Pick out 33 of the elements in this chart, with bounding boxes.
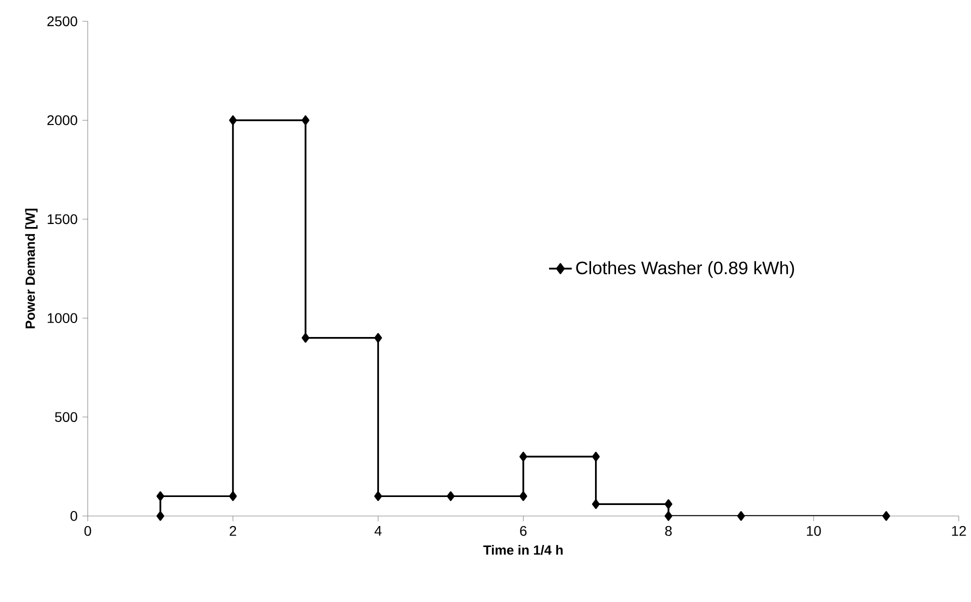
point: [664, 499, 672, 509]
y-tick-label: 2500: [47, 16, 78, 26]
point: [592, 452, 600, 462]
x-tick-label: 6: [520, 526, 527, 536]
point: [302, 115, 310, 125]
y-axis-title: Power Demand [W]: [25, 208, 38, 328]
x-axis-title: Time in 1/4 h: [483, 544, 563, 555]
point: [664, 510, 672, 521]
point: [374, 332, 382, 343]
y-tick-label: 0: [70, 510, 78, 521]
point: [882, 510, 890, 521]
y-tick-label: 1000: [48, 312, 78, 323]
point: [229, 491, 237, 501]
point: [446, 491, 455, 501]
y-tick-label: 500: [55, 412, 78, 422]
point: [156, 510, 164, 521]
point: [156, 491, 164, 501]
y-tick-label: 2000: [47, 115, 78, 125]
x-tick-label: 0: [84, 526, 92, 536]
x-tick-label: 2: [230, 526, 236, 536]
x-tick-label: 12: [952, 526, 966, 536]
point: [592, 499, 600, 509]
x-tick-label: 10: [806, 526, 821, 536]
legend-label: Clothes Washer (0.89 kWh): [576, 260, 794, 278]
point: [737, 510, 745, 521]
point: [229, 115, 237, 125]
y-tick-label: 1500: [48, 214, 78, 224]
point: [519, 491, 528, 501]
x-tick-label: 8: [665, 526, 672, 536]
point: [519, 452, 528, 462]
point: [374, 491, 382, 501]
point: [302, 332, 310, 343]
x-tick-label: 4: [374, 526, 382, 536]
